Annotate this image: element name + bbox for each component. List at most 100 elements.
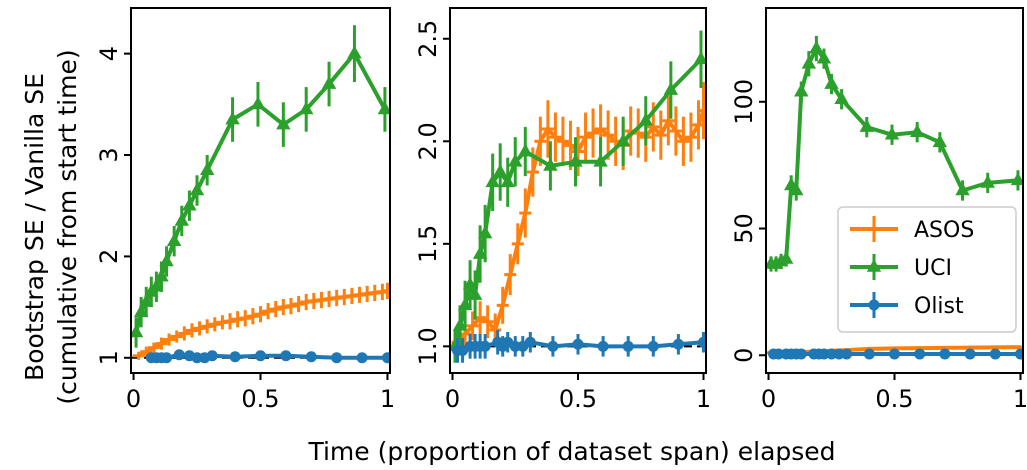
- data-point: [299, 101, 314, 115]
- data-point: [518, 143, 533, 157]
- y-tick-label: 0: [730, 348, 758, 363]
- data-point: [377, 101, 390, 115]
- y-tick-label: 1.5: [414, 225, 442, 263]
- data-point: [477, 225, 493, 239]
- data-point: [841, 348, 853, 360]
- data-point: [955, 182, 970, 196]
- panels: 0 0.5 1 1 2 3 4 0 0.5 1 1.0 1.5 2.0 2.5 0 0.5 1 0 50 100: [95, 7, 1027, 413]
- legend: ASOS UCI Olist: [837, 206, 1017, 333]
- data-point: [255, 350, 266, 362]
- data-point: [672, 338, 684, 350]
- data-point: [834, 91, 849, 105]
- data-point: [833, 348, 845, 360]
- data-point: [1014, 348, 1023, 360]
- series-olist: [145, 349, 390, 364]
- data-point: [964, 348, 976, 360]
- data-point: [321, 76, 337, 89]
- data-point: [500, 174, 515, 188]
- legend-marker: [866, 259, 882, 272]
- data-point: [225, 111, 240, 125]
- data-point: [1010, 172, 1023, 186]
- data-point: [622, 340, 634, 352]
- data-point: [597, 340, 609, 352]
- data-point: [824, 76, 839, 89]
- y-tick-label: 1: [95, 350, 123, 365]
- data-point: [166, 233, 182, 246]
- data-point: [568, 153, 583, 167]
- data-point: [693, 51, 706, 65]
- legend-entry-uci: UCI: [850, 254, 952, 281]
- data-point: [492, 164, 508, 177]
- data-point: [276, 116, 291, 130]
- data-point: [778, 250, 794, 264]
- data-point: [816, 50, 832, 64]
- y-tick-label: 3: [95, 147, 123, 162]
- series-uci: [450, 30, 706, 363]
- x-tick-label: 0.5: [875, 385, 913, 413]
- legend-marker: [868, 299, 880, 311]
- data-point: [663, 82, 679, 95]
- data-point: [347, 45, 362, 59]
- data-point: [547, 340, 559, 352]
- data-point: [795, 348, 807, 360]
- data-point: [789, 182, 804, 196]
- data-point: [818, 348, 830, 360]
- legend-label: ASOS: [914, 218, 974, 243]
- data-point: [206, 350, 218, 362]
- data-point: [479, 340, 491, 352]
- x-axis-label: Time (proportion of dataset span) elapse…: [307, 437, 835, 466]
- panel-left: 0 0.5 1 1 2 3 4: [95, 7, 395, 413]
- data-point: [543, 157, 558, 171]
- data-point: [638, 112, 653, 126]
- series-uci: [131, 25, 390, 348]
- data-point: [615, 133, 631, 147]
- plot-area-middle: [450, 30, 706, 363]
- data-point: [989, 348, 1001, 360]
- series-uci: [766, 35, 1023, 272]
- data-point: [356, 352, 368, 364]
- panel-middle: 0 0.5 1 1.0 1.5 2.0 2.5: [414, 7, 711, 413]
- data-point: [161, 352, 173, 364]
- y-axis-label-line1: Bootstrap SE / Vanilla SE: [20, 73, 49, 381]
- x-tick-label: 0: [445, 385, 460, 413]
- data-point: [980, 174, 995, 188]
- data-point: [647, 340, 659, 352]
- series-olist: [452, 329, 706, 363]
- x-tick-label: 1: [380, 385, 395, 413]
- plot-area-right: [766, 35, 1023, 360]
- data-point: [250, 96, 266, 110]
- data-point: [173, 349, 185, 361]
- y-tick-label: 2.5: [414, 20, 442, 58]
- x-tick-label: 0: [126, 385, 141, 413]
- data-point: [809, 40, 824, 54]
- data-point: [467, 287, 483, 300]
- data-point: [331, 352, 343, 364]
- data-point: [131, 324, 144, 338]
- legend-entry-asos: ASOS: [850, 216, 974, 243]
- series-line-asos: [137, 288, 388, 358]
- series-line-uci: [134, 51, 387, 333]
- data-point: [889, 348, 900, 360]
- data-point: [174, 212, 189, 226]
- data-point: [914, 348, 926, 360]
- x-tick-label: 0.5: [559, 385, 597, 413]
- data-point: [794, 83, 809, 97]
- panel-right: 0 0.5 1 0 50 100: [730, 7, 1027, 413]
- data-point: [773, 348, 785, 360]
- data-point: [189, 182, 205, 196]
- data-point: [485, 174, 500, 188]
- x-tick-label: 0: [761, 385, 776, 413]
- legend-label: UCI: [914, 256, 952, 281]
- y-tick-label: 1.0: [414, 327, 442, 365]
- data-point: [909, 124, 925, 138]
- y-tick-label: 50: [730, 213, 758, 244]
- series-olist: [768, 348, 1023, 360]
- data-point: [154, 268, 169, 282]
- series-line-asos: [456, 109, 706, 344]
- data-point: [801, 55, 817, 69]
- series-asos: [132, 282, 390, 360]
- data-point: [884, 126, 900, 140]
- plot-area-left: [131, 25, 390, 364]
- data-point: [229, 351, 241, 363]
